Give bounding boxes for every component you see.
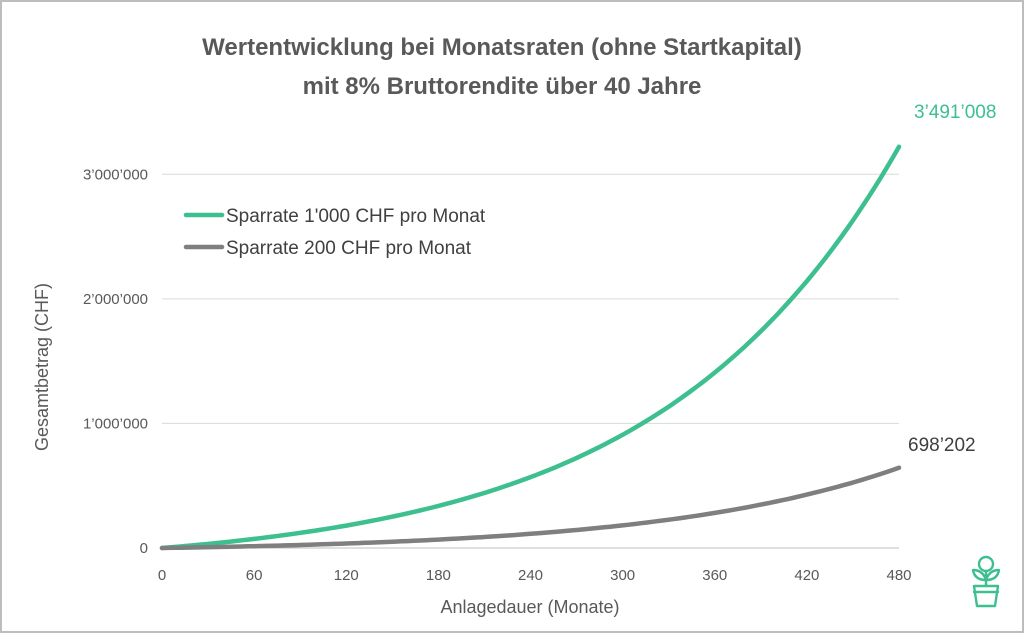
end-label-series-1: 3’491’008 [914, 102, 996, 123]
series-line-1 [159, 465, 902, 551]
x-tick-label: 300 [610, 567, 635, 584]
chart-title-line1: Wertentwicklung bei Monatsraten (ohne St… [202, 34, 802, 61]
chart-title-line2: mit 8% Bruttorendite über 40 Jahre [303, 73, 702, 100]
x-tick-label: 120 [334, 567, 359, 584]
y-tick-labels: 0 1’000’000 2’000’000 3’000’000 [83, 166, 148, 557]
legend-label-1: Sparrate 1'000 CHF pro Monat [226, 206, 486, 227]
series-line-0 [159, 144, 902, 551]
x-tick-label: 0 [158, 567, 166, 584]
x-tick-label: 60 [246, 567, 263, 584]
x-tick-label: 420 [794, 567, 819, 584]
x-tick-label: 360 [702, 567, 727, 584]
x-tick-label: 180 [426, 567, 451, 584]
plant-pot-logo [971, 555, 1001, 608]
legend: Sparrate 1'000 CHF pro Monat Sparrate 200… [183, 206, 486, 259]
x-tick-label: 480 [886, 567, 911, 584]
x-axis-label: Anlagedauer (Monate) [440, 597, 619, 617]
y-tick-label: 3’000’000 [83, 166, 148, 183]
legend-label-2: Sparrate 200 CHF pro Monat [226, 238, 472, 259]
x-tick-labels: 0 60 120 180 240 300 360 420 480 [158, 567, 912, 584]
gridlines [162, 173, 899, 549]
y-tick-label: 1’000’000 [83, 415, 148, 432]
y-axis-label: Gesamtbetrag (CHF) [32, 283, 52, 451]
y-tick-label: 2’000’000 [83, 291, 148, 308]
end-labels: 3’491’008 698’202 [908, 102, 996, 456]
end-label-series-2: 698’202 [908, 435, 976, 456]
x-tick-label: 240 [518, 567, 543, 584]
y-tick-label: 0 [140, 540, 148, 557]
series-lines [159, 144, 902, 551]
